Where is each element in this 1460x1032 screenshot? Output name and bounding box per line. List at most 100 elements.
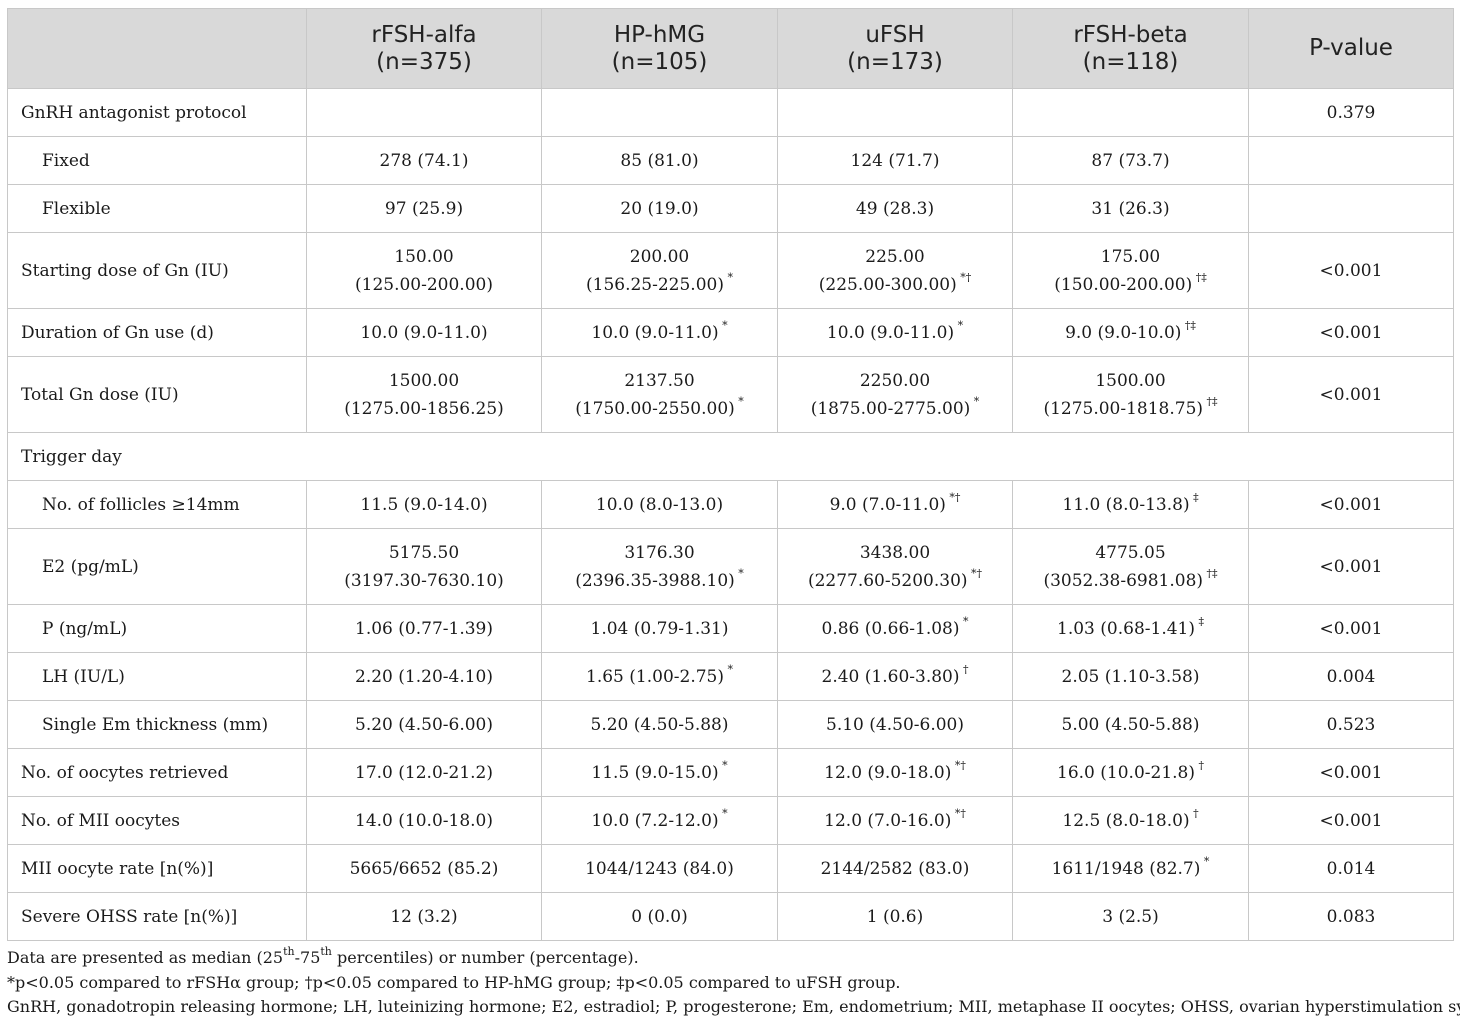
value-text: (2396.35-3988.10) *	[575, 566, 744, 591]
header-row: rFSH-alfa (n=375) HP-hMG (n=105) uFSH (n=17…	[7, 8, 1454, 89]
value-cell: 1611/1948 (82.7) *	[1012, 844, 1249, 893]
value-cell: 12 (3.2)	[306, 892, 542, 941]
significance-marker: *	[718, 318, 728, 332]
significance-marker: ‡	[1194, 614, 1204, 628]
value-cell	[541, 88, 778, 137]
value-text: 11.5 (9.0-15.0) *	[591, 758, 728, 783]
row-label: Duration of Gn use (d)	[7, 308, 307, 357]
value-text: 1500.00	[1095, 370, 1166, 391]
value-text: 3 (2.5)	[1102, 906, 1159, 927]
footnote-abbreviations: GnRH, gonadotropin releasing hormone; LH…	[7, 997, 1460, 1016]
row-label: Flexible	[7, 184, 307, 233]
value-text: (125.00-200.00)	[355, 274, 493, 295]
value-text: 1.65 (1.00-2.75) *	[586, 662, 733, 687]
significance-marker: *	[954, 318, 964, 332]
value-text: 49 (28.3)	[855, 198, 935, 219]
row-label: GnRH antagonist protocol	[7, 88, 307, 137]
value-cell: 200.00 (156.25-225.00) *	[541, 232, 778, 309]
value-cell: 1044/1243 (84.0)	[541, 844, 778, 893]
p-value-cell: <0.001	[1248, 528, 1454, 605]
value-cell: 87 (73.7)	[1012, 136, 1249, 185]
value-cell: 49 (28.3)	[777, 184, 1013, 233]
value-text: 85 (81.0)	[620, 150, 699, 171]
data-table-wrapper: rFSH-alfa (n=375) HP-hMG (n=105) uFSH (n=17…	[7, 8, 1454, 941]
value-text: 12.0 (7.0-16.0) *†	[824, 806, 966, 831]
value-cell: 1 (0.6)	[777, 892, 1013, 941]
header-cell-hp-hmg: HP-hMG (n=105)	[541, 8, 778, 89]
value-cell: 12.5 (8.0-18.0) †	[1012, 796, 1249, 845]
results-table: rFSH-alfa (n=375) HP-hMG (n=105) uFSH (n=17…	[7, 8, 1454, 941]
value-text: 2.20 (1.20-4.10)	[355, 666, 493, 687]
significance-marker: *	[718, 806, 728, 820]
row-label: Starting dose of Gn (IU)	[7, 232, 307, 309]
value-cell: 14.0 (10.0-18.0)	[306, 796, 542, 845]
value-cell: 175.00 (150.00-200.00) †‡	[1012, 232, 1249, 309]
value-text: 124 (71.7)	[850, 150, 940, 171]
p-value-cell: 0.523	[1248, 700, 1454, 749]
value-text: 11.0 (8.0-13.8) ‡	[1062, 490, 1199, 515]
table-footnotes: Data are presented as median (25th-75th …	[7, 944, 1460, 1020]
value-text: 2144/2582 (83.0)	[820, 858, 970, 879]
value-cell: 2.20 (1.20-4.10)	[306, 652, 542, 701]
value-cell: 31 (26.3)	[1012, 184, 1249, 233]
table-row: Single Em thickness (mm) 5.20 (4.50-6.00)…	[7, 700, 1454, 749]
value-cell: 2250.00 (1875.00-2775.00) *	[777, 356, 1013, 433]
value-cell: 4775.05 (3052.38-6981.08) †‡	[1012, 528, 1249, 605]
value-cell: 10.0 (9.0-11.0) *	[541, 308, 778, 357]
value-cell: 10.0 (8.0-13.0)	[541, 480, 778, 529]
significance-marker: †	[1189, 806, 1199, 820]
footnote-data-format: Data are presented as median (25th-75th …	[7, 944, 639, 967]
value-cell: 2.05 (1.10-3.58)	[1012, 652, 1249, 701]
row-label: Fixed	[7, 136, 307, 185]
significance-marker: †‡	[1203, 566, 1218, 580]
p-value-cell: 0.004	[1248, 652, 1454, 701]
p-value-cell: <0.001	[1248, 480, 1454, 529]
row-label: No. of oocytes retrieved	[7, 748, 307, 797]
value-cell	[306, 88, 542, 137]
row-label: No. of MII oocytes	[7, 796, 307, 845]
value-cell: 11.5 (9.0-15.0) *	[541, 748, 778, 797]
value-cell: 16.0 (10.0-21.8) †	[1012, 748, 1249, 797]
value-cell: 3 (2.5)	[1012, 892, 1249, 941]
p-value-cell: <0.001	[1248, 232, 1454, 309]
value-text: 225.00	[865, 246, 925, 267]
value-text: 10.0 (9.0-11.0) *	[826, 318, 964, 343]
footnote-significance: *p<0.05 compared to rFSHα group; †p<0.05…	[7, 972, 901, 992]
value-text: 0 (0.0)	[631, 906, 688, 927]
value-cell: 9.0 (7.0-11.0) *†	[777, 480, 1013, 529]
row-label: E2 (pg/mL)	[7, 528, 307, 605]
table-row: No. of oocytes retrieved 17.0 (12.0-21.2)…	[7, 748, 1454, 797]
value-text: 31 (26.3)	[1091, 198, 1170, 219]
value-text: (156.25-225.00) *	[586, 270, 733, 295]
value-text: 97 (25.9)	[384, 198, 464, 219]
table-row: Flexible 97 (25.9) 20 (19.0) 49 (28.3) 31 (2…	[7, 184, 1454, 233]
header-cell-ufsh: uFSH (n=173)	[777, 8, 1013, 89]
value-cell: 2.40 (1.60-3.80) †	[777, 652, 1013, 701]
value-text: 200.00	[629, 246, 690, 267]
p-value-cell: 0.379	[1248, 88, 1454, 137]
value-text: 5.00 (4.50-5.88)	[1061, 714, 1200, 735]
p-value-cell: 0.014	[1248, 844, 1454, 893]
value-cell: 12.0 (9.0-18.0) *†	[777, 748, 1013, 797]
value-text: 12.0 (9.0-18.0) *†	[824, 758, 966, 783]
significance-marker: ‡	[1189, 490, 1199, 504]
p-value-cell: <0.001	[1248, 356, 1454, 433]
value-text: 87 (73.7)	[1091, 150, 1170, 171]
value-cell: 11.5 (9.0-14.0)	[306, 480, 542, 529]
value-cell: 20 (19.0)	[541, 184, 778, 233]
table-body: GnRH antagonist protocol 0.379 Fixed 278 (7…	[7, 88, 1454, 941]
p-value-cell: <0.001	[1248, 308, 1454, 357]
value-text: 5.20 (4.50-5.88)	[590, 714, 729, 735]
value-text: 5.10 (4.50-6.00)	[826, 714, 964, 735]
p-value-cell	[1248, 136, 1454, 185]
value-text: 0.86 (0.66-1.08) *	[821, 614, 969, 639]
value-text: 20 (19.0)	[620, 198, 699, 219]
value-text: 1 (0.6)	[866, 906, 924, 927]
value-text: 1500.00	[388, 370, 460, 391]
value-cell	[777, 88, 1013, 137]
p-value-cell	[1248, 184, 1454, 233]
table-row: P (ng/mL) 1.06 (0.77-1.39) 1.04 (0.79-1.31…	[7, 604, 1454, 653]
table-row: Trigger day	[7, 432, 1454, 481]
significance-marker: †	[959, 662, 969, 676]
value-text: 9.0 (7.0-11.0) *†	[829, 490, 961, 515]
